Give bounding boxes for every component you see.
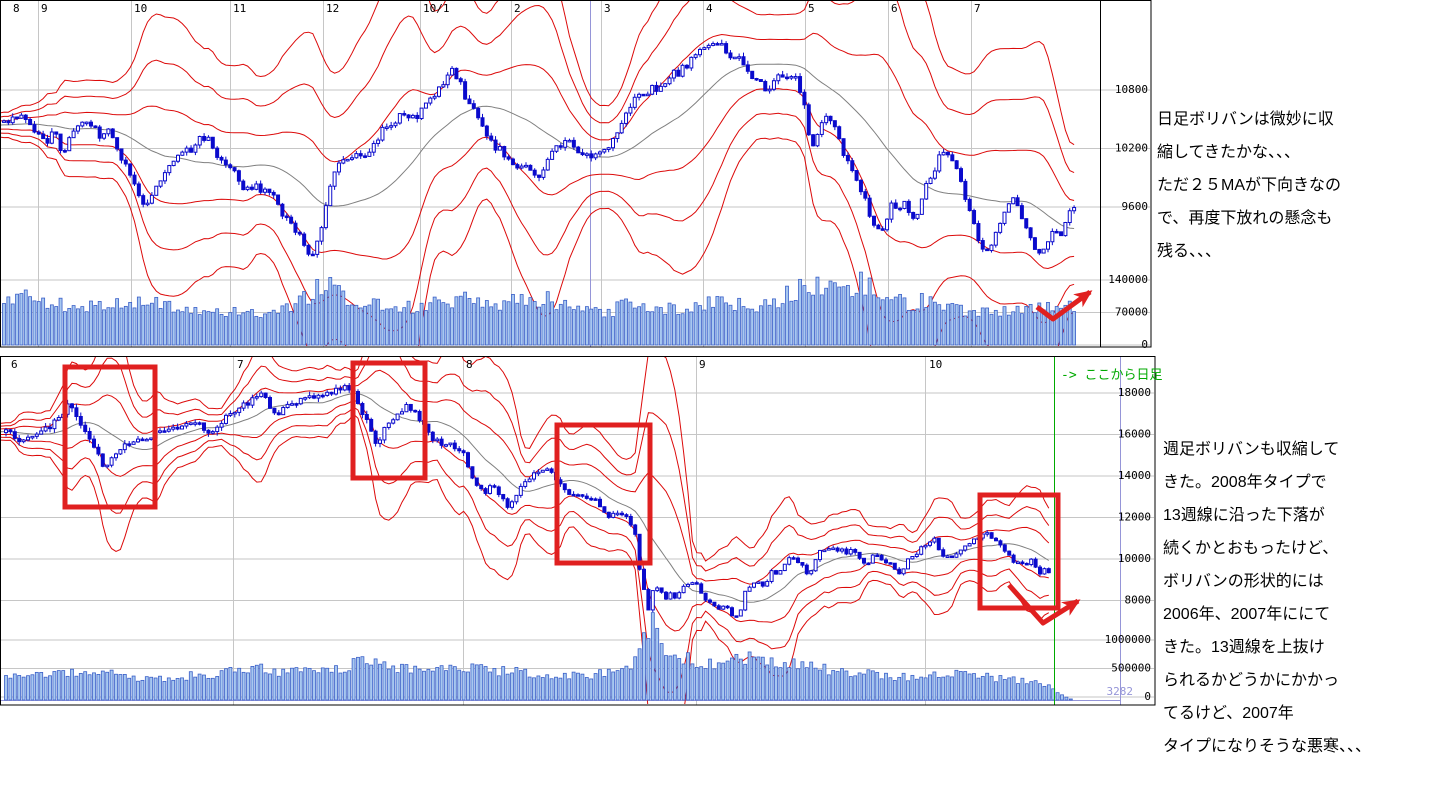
weekly-price-axis-label: 18000	[1118, 386, 1151, 399]
bollinger-band-line	[1, 32, 1075, 201]
daily-price-axis-label: 9600	[1122, 200, 1149, 213]
daily-note-line: 縮してきたかな、、、	[1157, 144, 1301, 161]
daily-note-line: で、再度下放れの懸念も	[1157, 210, 1333, 227]
weekly-x-axis-label: 6	[11, 358, 18, 371]
weekly-note-line: られるかどうかにかかっ	[1163, 672, 1340, 689]
bollinger-bands	[1, 1, 1075, 346]
weekly-price-axis-label: 16000	[1118, 428, 1151, 441]
daily-price-axis-label: 10800	[1115, 83, 1148, 96]
daily-x-axis-label: 7	[974, 2, 981, 15]
red-highlight-rect	[977, 492, 1061, 611]
weekly-chart-panel: 6 7 8 9 10 18000 16000 14000 12000 10000 8000 10000…	[0, 356, 1162, 706]
candlesticks	[4, 383, 1051, 618]
daily-grid	[1, 1, 1150, 347]
daily-x-axis-label: 4	[706, 2, 713, 15]
daily-x-axis-label: 10	[134, 2, 147, 15]
daily-x-axis-label: 2	[514, 2, 521, 15]
daily-note-line: 日足ボリバンは微妙に収	[1157, 111, 1334, 128]
bollinger-band-line	[1, 88, 1075, 270]
red-highlight-rect	[62, 364, 158, 510]
daily-note-line: 残る、、、	[1157, 243, 1222, 260]
daily-x-axis-label: 5	[808, 2, 815, 15]
red-arrow	[1007, 583, 1081, 626]
daily-chart-panel: 8 9 10 11 12 10/1 2 3 4 5 6 7 10800 10200 9600 140000 70…	[0, 0, 1152, 351]
red-highlight-rect	[350, 360, 428, 481]
weekly-note-line: 2006年、2007年ににて	[1163, 606, 1331, 623]
daily-price-axis-label: 10200	[1115, 142, 1148, 155]
green-daily-start-marker-label: -> ここから日足	[1061, 368, 1162, 383]
weekly-note-line: 続くかとおもったけど、	[1163, 540, 1339, 557]
weekly-x-axis-label: 10	[929, 358, 942, 371]
volume-bars	[2, 271, 1076, 346]
candlesticks	[2, 39, 1077, 258]
weekly-price-axis-label: 8000	[1125, 594, 1152, 607]
weekly-axis-labels: 6 7 8 9 10 18000 16000 14000 12000 10000 8000 10000…	[11, 358, 1162, 703]
daily-panel-border	[0, 0, 1152, 348]
daily-x-axis-label: 8	[13, 2, 20, 15]
weekly-x-axis-label: 9	[699, 358, 706, 371]
daily-note-line: ただ２５MAが下向きなの	[1157, 177, 1342, 194]
weekly-series	[1, 357, 1073, 704]
daily-volume-axis-label: 0	[1141, 338, 1148, 351]
bollinger-band-line	[1, 112, 1075, 332]
hand-annotations	[62, 289, 1093, 626]
daily-x-axis-label: 3	[604, 2, 611, 15]
weekly-price-axis-label: 14000	[1118, 469, 1151, 482]
daily-x-axis-label: 10/1	[423, 2, 450, 15]
red-arrow	[1035, 289, 1093, 322]
weekly-note-line: ボリバンの形状的には	[1163, 573, 1324, 590]
weekly-volume-axis-label: 1000000	[1105, 633, 1151, 646]
weekly-x-axis-label: 7	[237, 358, 244, 371]
daily-note: 日足ボリバンは微妙に収 縮してきたかな、、、 ただ２５MAが下向きなの で、再度…	[1157, 103, 1452, 268]
weekly-note-line: 週足ボリバンも収縮して	[1163, 441, 1340, 458]
weekly-note: 週足ボリバンも収縮して きた。2008年タイプで 13週線に沿った下落が 続くか…	[1163, 433, 1455, 763]
daily-series	[1, 1, 1077, 346]
bollinger-band-line	[1, 406, 1049, 694]
moving-average-line	[1, 63, 1075, 229]
bollinger-band-line	[1, 1, 1075, 146]
daily-volume-axis-label: 70000	[1115, 306, 1148, 319]
weekly-price-axis-label: 12000	[1118, 511, 1151, 524]
bollinger-band-line	[1, 357, 1050, 562]
weekly-volume-axis-label: 500000	[1111, 662, 1151, 675]
bollinger-band-line	[1, 357, 1050, 572]
weekly-panel-border	[0, 356, 1156, 706]
volume-bars	[4, 612, 1073, 701]
red-highlight-rect	[554, 422, 653, 566]
bollinger-band-line	[1, 413, 1050, 704]
weekly-note-line: タイプになりそうな悪寒、、、	[1163, 738, 1372, 755]
weekly-x-axis-label: 8	[466, 358, 473, 371]
weekly-volume-axis-label: 0	[1144, 690, 1151, 703]
daily-x-axis-label: 6	[891, 2, 898, 15]
bollinger-band-line	[1, 136, 1075, 346]
weekly-note-line: 13週線に沿った下落が	[1163, 507, 1325, 524]
weekly-price-axis-label: 10000	[1118, 552, 1151, 565]
daily-axis-labels: 8 9 10 11 12 10/1 2 3 4 5 6 7 10800 10200 9600 140000 70…	[13, 2, 1148, 351]
daily-x-axis-label: 9	[41, 2, 48, 15]
daily-x-axis-label: 11	[233, 2, 246, 15]
daily-volume-axis-label: 140000	[1108, 273, 1148, 286]
weekly-note-line: てるけど、2007年	[1163, 705, 1294, 722]
bollinger-band-line	[1, 1, 1075, 174]
weekly-note-line: きた。2008年タイプで	[1163, 474, 1327, 491]
weekly-note-line: きた。13週線を上抜け	[1163, 639, 1325, 656]
daily-x-axis-label: 12	[326, 2, 339, 15]
weekly-last-volume-value: 3282	[1107, 685, 1134, 698]
